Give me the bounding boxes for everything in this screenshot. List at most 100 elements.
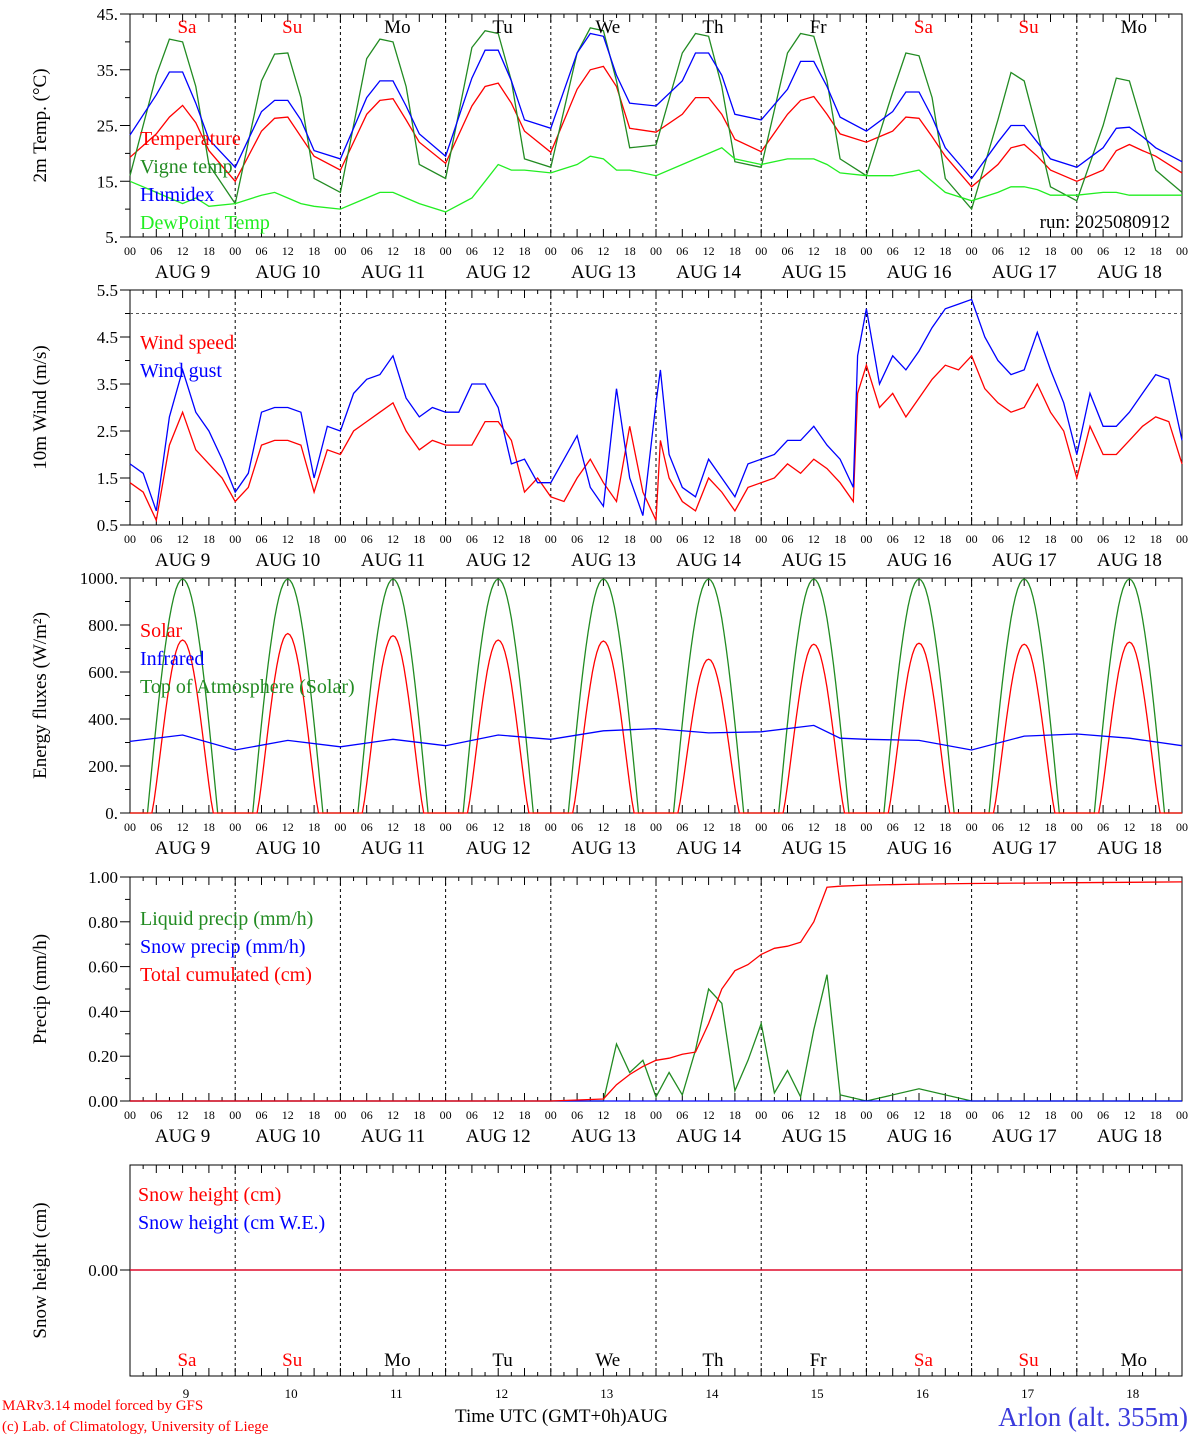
hour-tick-label: 18: [729, 244, 741, 258]
hour-tick-label: 00: [334, 1108, 346, 1122]
hour-tick-label: 00: [545, 1108, 557, 1122]
hour-tick-label: 12: [1018, 820, 1030, 834]
hour-tick-label: 12: [387, 820, 399, 834]
hour-tick-label: 00: [860, 532, 872, 546]
series-line: [129, 27, 1183, 211]
hour-tick-label: 06: [887, 820, 899, 834]
hour-tick-label: 00: [755, 1108, 767, 1122]
weekday-label: Su: [1019, 17, 1040, 38]
weekday-label: Fr: [810, 17, 828, 38]
hour-tick-label: 18: [729, 532, 741, 546]
date-label: AUG 18: [1097, 550, 1162, 571]
hour-tick-label: 18: [308, 532, 320, 546]
hour-tick-label: 18: [1150, 532, 1162, 546]
hour-tick-label: 12: [492, 1108, 504, 1122]
hour-tick-label: 12: [597, 820, 609, 834]
date-label: AUG 10: [255, 1126, 320, 1147]
legend-entry: Solar: [140, 620, 183, 642]
hour-tick-label: 18: [939, 244, 951, 258]
hour-tick-label: 00: [334, 244, 346, 258]
hour-tick-label: 18: [1150, 820, 1162, 834]
y-tick-label: 15.: [97, 172, 118, 191]
date-label: AUG 17: [992, 550, 1057, 571]
hour-tick-label: 12: [808, 1108, 820, 1122]
weekday-label: Th: [702, 17, 724, 38]
x-axis-title: Time UTC (GMT+0h)AUG: [455, 1406, 668, 1428]
hour-tick-label: 18: [1045, 1108, 1057, 1122]
hour-tick-label: 00: [650, 244, 662, 258]
series-line: [130, 881, 1183, 1102]
hour-tick-label: 18: [1150, 1108, 1162, 1122]
legend-entry: Snow height (cm W.E.): [138, 1212, 325, 1234]
hour-tick-label: 00: [229, 532, 241, 546]
date-label: AUG 16: [887, 838, 952, 859]
weekday-label: Mo: [1121, 1350, 1147, 1371]
hour-tick-label: 18: [203, 532, 215, 546]
hour-tick-label: 12: [1123, 532, 1135, 546]
date-label: AUG 14: [676, 838, 741, 859]
hour-tick-label: 12: [282, 532, 294, 546]
energy-panel: 00 06 12 18 AUG 9 00 06 12 18 AUG 10 00 06 12 18 AUG 1…: [30, 569, 1188, 859]
y-tick-label: 0.: [105, 804, 118, 823]
weekday-label: We: [595, 1350, 620, 1371]
hour-tick-label: 06: [676, 1108, 688, 1122]
date-label: AUG 13: [571, 262, 636, 283]
hour-tick-label: 06: [992, 820, 1004, 834]
day-number-label: 11: [390, 1386, 403, 1401]
y-axis-label: 2m Temp. (°C): [30, 68, 51, 182]
series-line: [129, 32, 1183, 180]
snow-panel: 0.00 Snow height (cm) Snow height (cm) Snow…: [30, 1164, 1183, 1401]
hour-tick-label: 06: [256, 1108, 268, 1122]
hour-tick-label: 06: [571, 244, 583, 258]
station-name: Arlon (alt. 355m): [998, 1402, 1188, 1432]
hour-tick-label: 06: [256, 820, 268, 834]
hour-tick-label: 12: [387, 1108, 399, 1122]
date-label: AUG 11: [361, 1126, 425, 1147]
hour-tick-label: 00: [966, 244, 978, 258]
hour-tick-label: 18: [203, 820, 215, 834]
hour-tick-label: 18: [203, 244, 215, 258]
series-line: [129, 354, 1183, 523]
hour-tick-label: 12: [913, 1108, 925, 1122]
hour-tick-label: 06: [992, 244, 1004, 258]
hour-tick-label: 12: [703, 244, 715, 258]
hour-tick-label: 06: [361, 820, 373, 834]
y-tick-label: 2.5: [97, 422, 118, 441]
y-axis-label: 10m Wind (m/s): [30, 345, 51, 470]
series-line: [129, 724, 1183, 751]
hour-tick-label: 18: [413, 532, 425, 546]
precip-panel: 00 06 12 18 AUG 9 00 06 12 18 AUG 10 00 06 12 18 AUG 1…: [30, 868, 1188, 1147]
hour-tick-label: 06: [782, 532, 794, 546]
weekday-label: Th: [702, 1350, 724, 1371]
date-label: AUG 15: [781, 550, 846, 571]
series-line: [129, 298, 1183, 516]
date-label: AUG 9: [155, 838, 210, 859]
hour-tick-label: 18: [519, 244, 531, 258]
hour-tick-label: 12: [597, 244, 609, 258]
y-tick-label: 200.: [88, 757, 118, 776]
hour-tick-label: 18: [308, 244, 320, 258]
hour-tick-label: 00: [966, 820, 978, 834]
legend-entry: DewPoint Temp: [140, 212, 270, 234]
hour-tick-label: 18: [624, 1108, 636, 1122]
legend-entry: Vigne temp: [140, 156, 233, 178]
hour-tick-label: 06: [466, 1108, 478, 1122]
y-tick-label: 3.5: [97, 375, 118, 394]
hour-tick-label: 18: [834, 820, 846, 834]
hour-tick-label: 00: [1176, 820, 1188, 834]
y-tick-label: 600.: [88, 663, 118, 682]
hour-tick-label: 12: [703, 1108, 715, 1122]
date-label: AUG 12: [466, 838, 531, 859]
hour-tick-label: 12: [177, 1108, 189, 1122]
hour-tick-label: 18: [203, 1108, 215, 1122]
date-label: AUG 18: [1097, 838, 1162, 859]
hour-tick-label: 12: [492, 532, 504, 546]
hour-tick-label: 00: [124, 244, 136, 258]
hour-tick-label: 12: [808, 820, 820, 834]
hour-tick-label: 00: [229, 244, 241, 258]
hour-tick-label: 00: [545, 532, 557, 546]
hour-tick-label: 12: [1018, 532, 1030, 546]
date-label: AUG 13: [571, 1126, 636, 1147]
hour-tick-label: 12: [387, 532, 399, 546]
legend-entry: Wind speed: [140, 332, 234, 354]
